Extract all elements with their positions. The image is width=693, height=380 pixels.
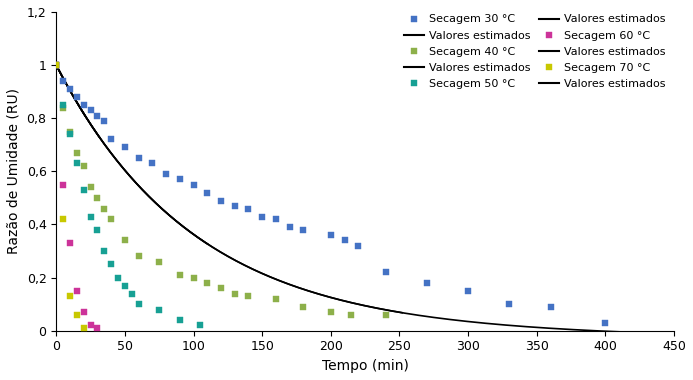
Legend: Secagem 30 °C, Valores estimados, Secagem 40 °C, Valores estimados, Secagem 50 °: Secagem 30 °C, Valores estimados, Secage… [401, 11, 669, 92]
Y-axis label: Razão de Umidade (RU): Razão de Umidade (RU) [7, 89, 21, 254]
X-axis label: Tempo (min): Tempo (min) [322, 359, 409, 373]
